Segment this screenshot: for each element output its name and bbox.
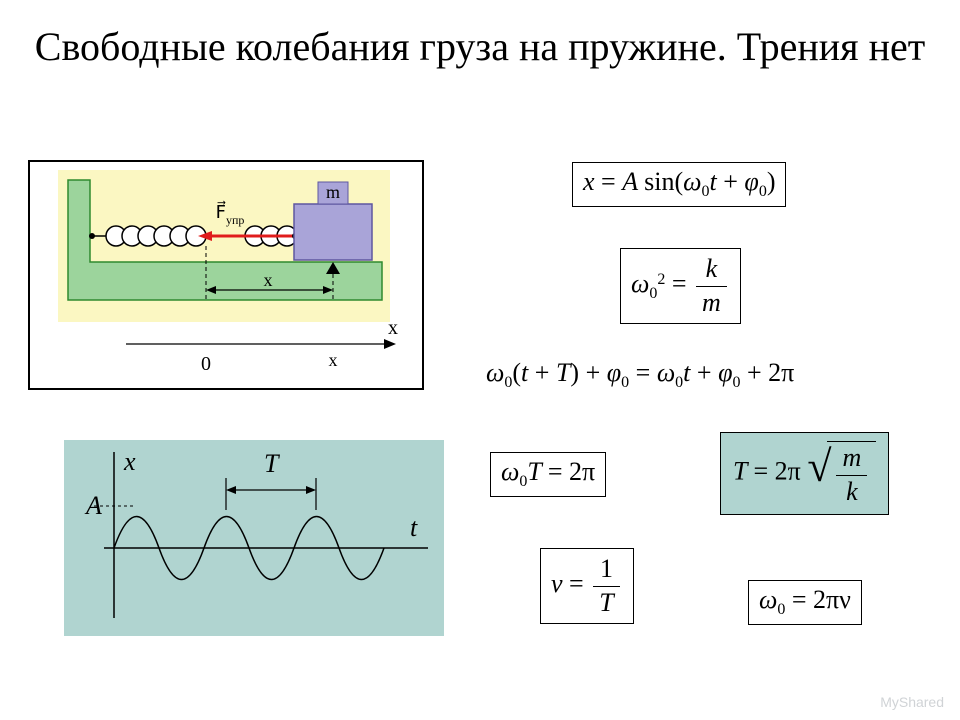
mass-label: m bbox=[326, 182, 340, 202]
eq-w2-m: m bbox=[702, 288, 721, 317]
eq-xt-w0: 0 bbox=[702, 183, 710, 200]
eq-ph-w2: ω bbox=[657, 358, 675, 387]
eq-nu-T: T bbox=[599, 588, 613, 617]
eq-ph-t: t bbox=[521, 358, 528, 387]
eq-wn-2pn: 2πν bbox=[813, 585, 851, 614]
eq-ph-p1: + bbox=[535, 358, 550, 387]
eq-T-T: T bbox=[733, 457, 747, 486]
eq-T-k: k bbox=[846, 477, 858, 506]
eq-ph-2pi: 2π bbox=[768, 358, 794, 387]
eq-w2-k: k bbox=[706, 254, 718, 283]
eq-ph-w1: ω bbox=[486, 358, 504, 387]
eq-xt-phi0: 0 bbox=[759, 183, 767, 200]
eq-ph-rp: ) bbox=[570, 358, 579, 387]
eq-xt-w: ω bbox=[683, 167, 701, 196]
eq-xt-eq: = bbox=[601, 167, 616, 196]
eq-ph-p3: + bbox=[697, 358, 712, 387]
eq-ph-p2: + bbox=[586, 358, 601, 387]
eq-nu: ν = 1 T bbox=[540, 548, 634, 624]
eq-w2-w: ω bbox=[631, 269, 649, 298]
eq-ph-phi1: φ bbox=[607, 358, 621, 387]
eq-omega-sq: ω02 = k m bbox=[620, 248, 741, 324]
spring-mass-diagram: m F⃗упр x 0 x x bbox=[28, 160, 424, 390]
eq-xt-t: t bbox=[710, 167, 717, 196]
eq-w2-2: 2 bbox=[657, 271, 665, 288]
watermark: MyShared bbox=[880, 694, 944, 710]
eq-xt-rp: ) bbox=[767, 167, 776, 196]
eq-ph-lp: ( bbox=[512, 358, 521, 387]
x-axis-arrow bbox=[384, 339, 396, 349]
eq-omega-nu: ω0 = 2πν bbox=[748, 580, 862, 625]
eq-xt-x: x bbox=[583, 167, 595, 196]
eq-period: T = 2π √ m k bbox=[720, 432, 889, 515]
eq-ph-phi2s: 0 bbox=[732, 374, 740, 391]
eq-ph-t2: t bbox=[683, 358, 690, 387]
eq-T-eq: = bbox=[754, 457, 769, 486]
eq-w2-eq: = bbox=[672, 269, 687, 298]
eq-xt-A: A bbox=[622, 167, 637, 196]
eq-ph-phi2: φ bbox=[718, 358, 732, 387]
eq-wn-w: ω bbox=[759, 585, 777, 614]
y-axis-label: x bbox=[123, 447, 136, 476]
sine-svg: x T t A bbox=[64, 440, 444, 636]
eq-phase: ω0(t + T) + φ0 = ω0t + φ0 + 2π bbox=[486, 360, 794, 391]
dim-label: x bbox=[264, 270, 273, 290]
period-label: T bbox=[264, 449, 280, 478]
mass-block bbox=[294, 204, 372, 260]
eq-ph-w2s: 0 bbox=[675, 374, 683, 391]
spring-wall-joint bbox=[89, 233, 95, 239]
eq-wT-2pi: 2π bbox=[569, 457, 595, 486]
eq-nu-eq: = bbox=[569, 569, 584, 598]
origin-label: 0 bbox=[201, 353, 211, 375]
eq-xt-phi: φ bbox=[744, 167, 758, 196]
eq-omegaT: ω0T = 2π bbox=[490, 452, 606, 497]
eq-wT-T: T bbox=[527, 457, 541, 486]
x-axis-label: x bbox=[388, 317, 398, 339]
eq-T-m: m bbox=[842, 443, 861, 472]
eq-xt-sin: sin bbox=[644, 167, 674, 196]
eq-nu-1: 1 bbox=[600, 554, 613, 583]
slide: Свободные колебания груза на пружине. Тр… bbox=[0, 0, 960, 720]
eq-xt: x = A sin(ω0t + φ0) bbox=[572, 162, 786, 207]
x-tick-label: x bbox=[329, 350, 338, 370]
amp-label: A bbox=[84, 491, 102, 520]
spring-mass-svg: m F⃗упр x 0 x x bbox=[30, 162, 422, 388]
eq-T-2pi: 2π bbox=[775, 457, 801, 486]
page-title: Свободные колебания груза на пружине. Тр… bbox=[0, 24, 960, 70]
x-axis-label-sine: t bbox=[410, 513, 418, 542]
eq-wn-eq: = bbox=[792, 585, 807, 614]
eq-xt-lp: ( bbox=[674, 167, 683, 196]
eq-wn-0: 0 bbox=[777, 601, 785, 618]
eq-wT-eq: = bbox=[548, 457, 563, 486]
sine-bg bbox=[64, 440, 444, 636]
eq-ph-T: T bbox=[556, 358, 570, 387]
eq-wT-w: ω bbox=[501, 457, 519, 486]
eq-nu-nu: ν bbox=[551, 569, 563, 598]
eq-ph-phi1s: 0 bbox=[621, 374, 629, 391]
sine-graph: x T t A bbox=[64, 440, 444, 636]
eq-xt-plus: + bbox=[723, 167, 738, 196]
eq-ph-eq: = bbox=[636, 358, 651, 387]
eq-ph-p4: + bbox=[747, 358, 762, 387]
